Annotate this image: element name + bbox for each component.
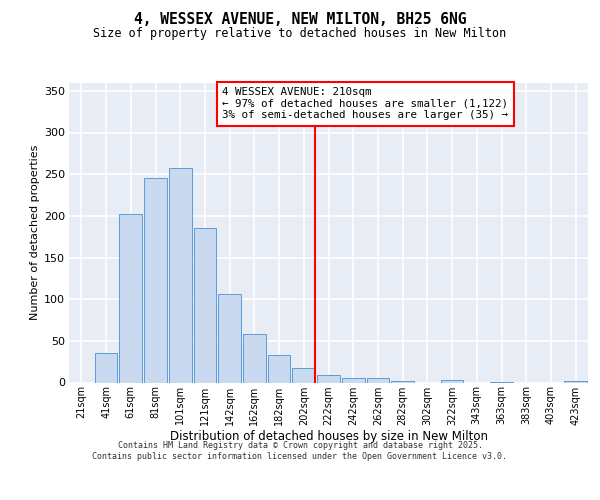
Bar: [119, 214, 142, 382]
Y-axis label: Number of detached properties: Number of detached properties: [29, 145, 40, 320]
Bar: [169, 168, 191, 382]
Text: 4, WESSEX AVENUE, NEW MILTON, BH25 6NG: 4, WESSEX AVENUE, NEW MILTON, BH25 6NG: [134, 12, 466, 28]
Bar: [292, 368, 315, 382]
Bar: [317, 375, 340, 382]
Bar: [342, 378, 365, 382]
Bar: [564, 381, 587, 382]
Bar: [441, 380, 463, 382]
Text: 4 WESSEX AVENUE: 210sqm
← 97% of detached houses are smaller (1,122)
3% of semi-: 4 WESSEX AVENUE: 210sqm ← 97% of detache…: [222, 87, 508, 120]
Bar: [218, 294, 241, 382]
Text: Contains public sector information licensed under the Open Government Licence v3: Contains public sector information licen…: [92, 452, 508, 461]
Bar: [367, 378, 389, 382]
Bar: [95, 354, 118, 382]
Bar: [243, 334, 266, 382]
Bar: [194, 228, 216, 382]
Bar: [268, 355, 290, 382]
Text: Size of property relative to detached houses in New Milton: Size of property relative to detached ho…: [94, 28, 506, 40]
X-axis label: Distribution of detached houses by size in New Milton: Distribution of detached houses by size …: [170, 430, 487, 444]
Bar: [144, 178, 167, 382]
Text: Contains HM Land Registry data © Crown copyright and database right 2025.: Contains HM Land Registry data © Crown c…: [118, 441, 482, 450]
Bar: [391, 381, 414, 382]
